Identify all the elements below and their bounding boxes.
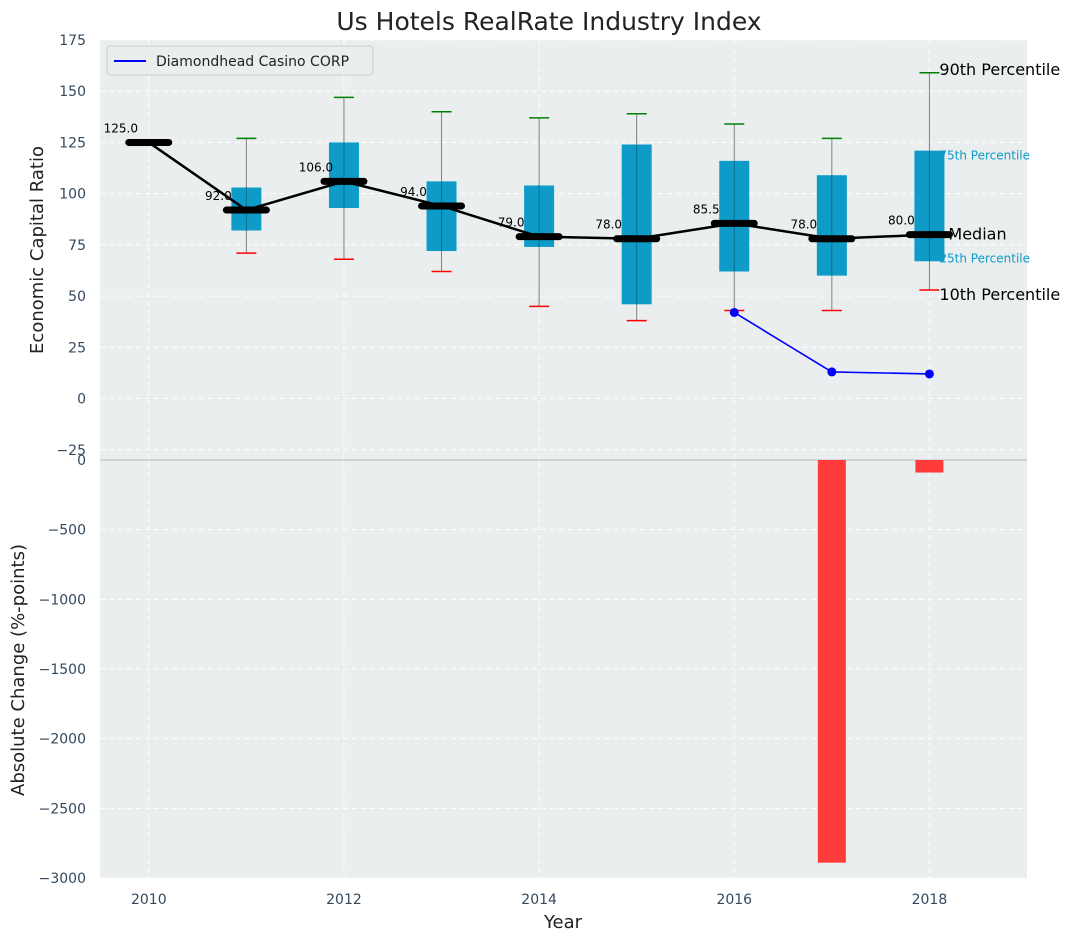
top-y-ticks: −25 0 25 50 75 100 125 150 175: [56, 33, 86, 459]
change-bar: [817, 460, 846, 863]
median-value-label: 85.5: [693, 202, 720, 216]
x-tick-label: 2012: [326, 892, 362, 908]
median-value-label: 78.0: [790, 218, 817, 232]
median-value-label: 79.0: [498, 216, 525, 230]
bottom-y-tick-label: −1500: [39, 662, 86, 678]
top-y-tick-label: 100: [59, 187, 86, 203]
top-y-tick-label: 175: [59, 33, 86, 49]
median-value-label: 80.0: [888, 214, 915, 228]
top-y-axis-label: Economic Capital Ratio: [27, 146, 48, 354]
bottom-y-ticks: 0 −500 −1000 −1500 −2000 −2500 −3000: [39, 453, 86, 887]
company-series: [729, 307, 934, 379]
median-value-label: 106.0: [299, 160, 333, 174]
x-tick-label: 2014: [521, 892, 557, 908]
bottom-y-tick-label: −2500: [39, 801, 86, 817]
legend-label: Diamondhead Casino CORP: [156, 54, 349, 70]
bottom-y-tick-label: −1000: [39, 592, 86, 608]
top-y-tick-label: 125: [59, 135, 86, 151]
legend[interactable]: Diamondhead Casino CORP: [106, 45, 374, 76]
median-value-label: 78.0: [595, 218, 622, 232]
percentile-boxes: [231, 72, 945, 322]
annotation-p75: 75th Percentile: [939, 149, 1030, 163]
x-tick-label: 2016: [716, 892, 752, 908]
top-y-tick-label: 75: [68, 238, 86, 254]
company-point: [924, 369, 934, 379]
top-y-tick-label: 25: [68, 340, 86, 356]
change-bar: [915, 460, 944, 473]
x-ticks: 2010 2012 2014 2016 2018: [131, 892, 947, 908]
annotation-p10: 10th Percentile: [939, 285, 1060, 304]
median-value-label: 125.0: [104, 121, 138, 135]
bottom-y-axis-label: Absolute Change (%-points): [8, 544, 29, 796]
annotation-median: Median: [948, 225, 1006, 244]
top-y-tick-label: 50: [68, 289, 86, 305]
x-tick-label: 2018: [912, 892, 948, 908]
bottom-y-tick-label: −500: [48, 523, 86, 539]
change-bars: [817, 460, 944, 863]
x-tick-label: 2010: [131, 892, 167, 908]
top-y-tick-label: 0: [77, 392, 86, 408]
top-y-tick-label: 150: [59, 84, 86, 100]
median-series: 125.0 92.0 106.0 94.0 79.0 78.0 85.5 78.0 80.0: [104, 121, 953, 243]
company-point: [729, 307, 739, 317]
company-point: [827, 367, 837, 377]
legend-box: [106, 45, 374, 76]
bottom-y-tick-label: 0: [77, 453, 86, 469]
percentile-annotations: 90th Percentile 75th Percentile Median 25th…: [939, 60, 1060, 304]
bottom-y-tick-label: −2000: [39, 732, 86, 748]
chart-title: Us Hotels RealRate Industry Index: [336, 7, 761, 36]
top-y-tick-label: −25: [56, 443, 86, 459]
median-value-label: 94.0: [400, 185, 427, 199]
annotation-p90: 90th Percentile: [939, 60, 1060, 79]
top-plot-area: [100, 40, 1027, 460]
x-axis-label: Year: [543, 912, 583, 933]
bottom-y-tick-label: −3000: [39, 871, 86, 887]
median-value-label: 92.0: [205, 189, 232, 203]
annotation-p25: 25th Percentile: [939, 251, 1030, 265]
